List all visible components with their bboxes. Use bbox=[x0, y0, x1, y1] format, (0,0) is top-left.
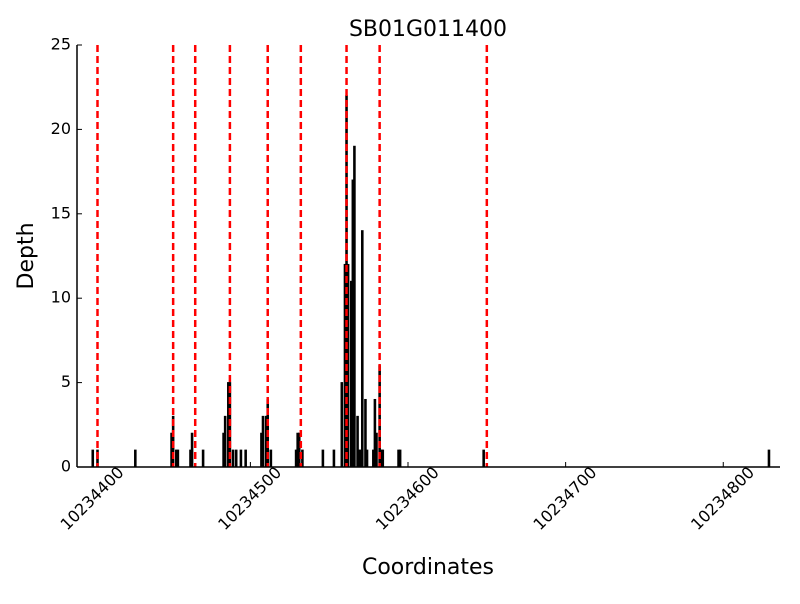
chart-title: SB01G011400 bbox=[349, 17, 507, 42]
y-tick-label: 5 bbox=[61, 372, 71, 391]
x-tick-label: 10234800 bbox=[687, 463, 758, 534]
y-tick-label: 20 bbox=[51, 119, 71, 138]
bar bbox=[361, 230, 364, 468]
x-tick-label: 10234600 bbox=[372, 463, 443, 534]
x-axis-label: Coordinates bbox=[362, 555, 494, 580]
bar bbox=[91, 449, 95, 468]
x-tick-label: 10234500 bbox=[214, 463, 285, 534]
bar bbox=[176, 449, 180, 468]
y-tick-label: 10 bbox=[51, 288, 71, 307]
bar bbox=[365, 449, 369, 468]
y-tick-label: 0 bbox=[61, 457, 71, 476]
bar bbox=[201, 449, 205, 468]
bar bbox=[190, 432, 194, 468]
x-tick-label: 10234700 bbox=[529, 463, 600, 534]
bar bbox=[482, 449, 485, 468]
bar bbox=[297, 432, 301, 468]
bar bbox=[332, 449, 336, 468]
bar bbox=[244, 449, 247, 468]
bar bbox=[353, 145, 356, 468]
bar bbox=[381, 449, 385, 468]
y-tick-label: 25 bbox=[51, 35, 71, 54]
bar bbox=[223, 415, 227, 468]
bar bbox=[234, 449, 238, 468]
bar bbox=[398, 449, 402, 468]
bar bbox=[239, 449, 243, 468]
y-axis-label: Depth bbox=[14, 222, 39, 289]
y-tick-label: 15 bbox=[51, 203, 71, 222]
bar bbox=[767, 449, 771, 468]
bar bbox=[321, 449, 325, 468]
bar bbox=[269, 449, 273, 468]
bar bbox=[261, 415, 265, 468]
bar bbox=[375, 432, 378, 468]
bar bbox=[340, 382, 344, 468]
bar bbox=[231, 449, 235, 468]
bar bbox=[134, 449, 137, 468]
